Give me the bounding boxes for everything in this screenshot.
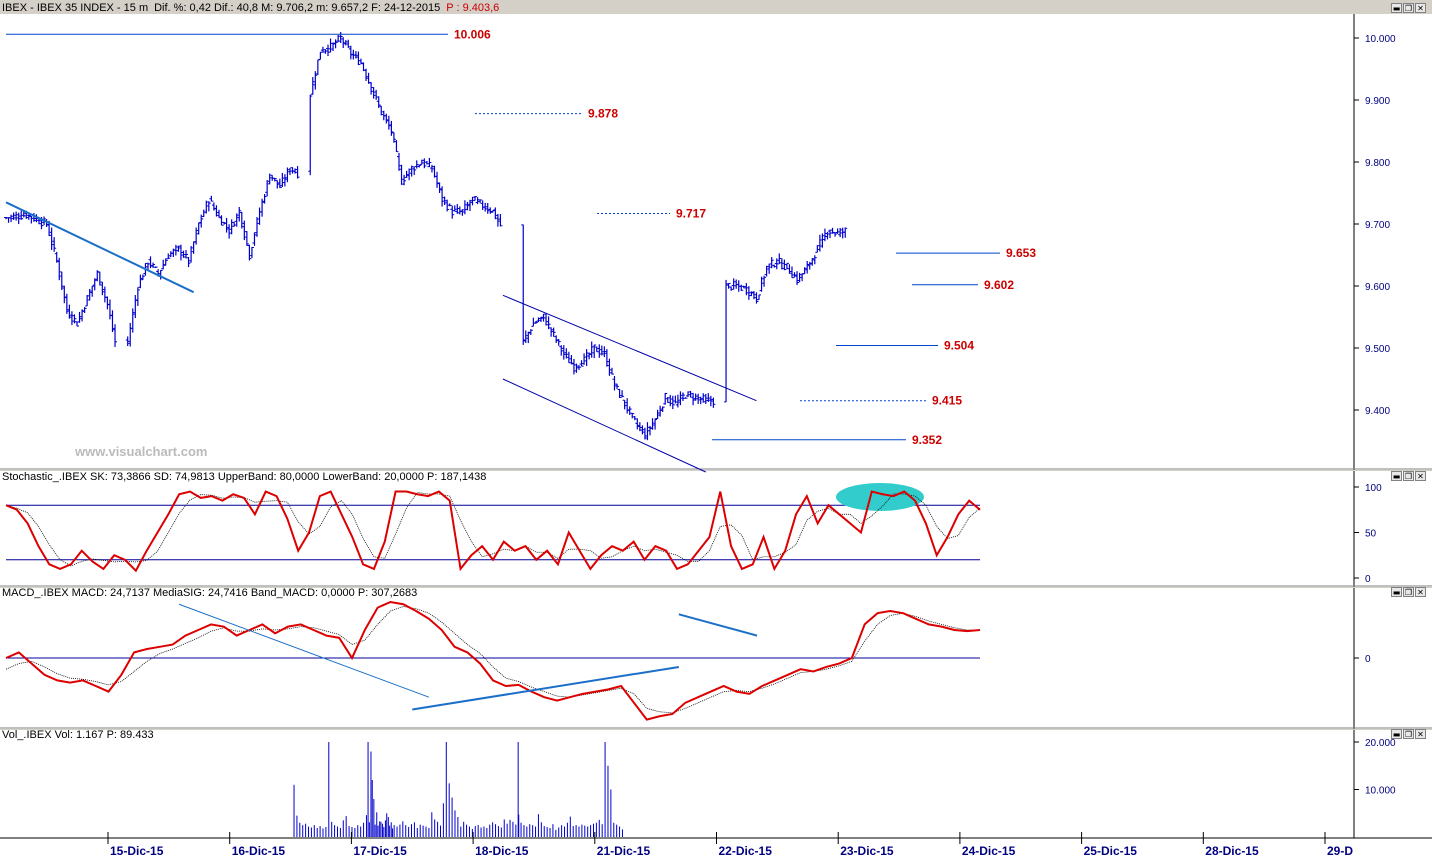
price-header-fields: Dif. %: 0,42 Dif.: 40,8 M: 9.706,2 m: 9.…	[154, 2, 440, 14]
pane-separator-shade-3	[0, 729, 1432, 730]
volume-y-tick-label: 10.000	[1365, 786, 1396, 797]
x-axis-tick-label: 17-Dic-15	[353, 844, 407, 857]
level-label: 9.653	[1006, 246, 1036, 260]
volume-close-button[interactable]: ✕	[1415, 729, 1426, 739]
macd-restore-button[interactable]: ❐	[1403, 587, 1414, 597]
stochastic-signal-line	[5, 492, 981, 567]
level-label: 9.504	[944, 339, 974, 353]
price-y-tick-label: 9.700	[1365, 220, 1390, 231]
x-axis-tick-label: 22-Dic-15	[719, 844, 773, 857]
pane-separator-shade-1	[0, 470, 1432, 471]
level-label: 9.415	[932, 394, 962, 408]
stochastic-y-tick-label: 50	[1365, 529, 1377, 540]
stochastic-highlight	[836, 483, 924, 511]
volume-header: Vol_.IBEX Vol: 1.167 P: 89.433	[2, 729, 154, 741]
macd-trendline	[412, 665, 679, 711]
x-axis-tick-label: 25-Dic-15	[1084, 844, 1138, 857]
macd-signal-line	[5, 606, 980, 714]
price-close-button[interactable]: ✕	[1415, 3, 1426, 13]
x-axis-tick-label: 28-Dic-15	[1205, 844, 1259, 857]
x-axis-tick-label: 23-Dic-15	[840, 844, 894, 857]
price-header-points: P : 9.403,6	[446, 2, 499, 14]
level-label: 9.352	[912, 433, 942, 447]
price-header-symbol: IBEX - IBEX 35 INDEX - 15 m	[2, 2, 148, 14]
x-axis-tick-label: 21-Dic-15	[597, 844, 651, 857]
price-trendline	[5, 201, 195, 294]
level-label: 9.602	[984, 278, 1014, 292]
macd-trendline	[178, 603, 430, 698]
stochastic-restore-button[interactable]: ❐	[1403, 471, 1414, 481]
pane-separator-shade-2	[0, 587, 1432, 588]
level-label: 9.878	[588, 107, 618, 121]
title-bar	[0, 0, 1432, 14]
level-label: 10.006	[454, 27, 491, 41]
stochastic-close-button[interactable]: ✕	[1415, 471, 1426, 481]
price-y-tick-label: 9.500	[1365, 344, 1390, 355]
stochastic-k-line	[5, 490, 981, 573]
macd-y-tick-label: 0	[1365, 654, 1371, 665]
volume-y-tick-label: 20.000	[1365, 738, 1396, 749]
level-label: 9.717	[676, 206, 706, 220]
price-y-tick-label: 9.400	[1365, 406, 1390, 417]
x-axis-tick-label: 16-Dic-15	[232, 844, 286, 857]
stochastic-y-tick-label: 0	[1365, 574, 1371, 585]
macd-header: MACD_.IBEX MACD: 24,7137 MediaSIG: 24,74…	[2, 587, 417, 599]
x-axis-tick-label: 15-Dic-15	[110, 844, 164, 857]
price-y-tick-label: 9.600	[1365, 282, 1390, 293]
volume-restore-button[interactable]: ❐	[1403, 729, 1414, 739]
macd-minimize-button[interactable]: ▬	[1391, 587, 1402, 597]
stochastic-pane: Stochastic_.IBEX SK: 73,3866 SD: 74,9813…	[2, 471, 1382, 585]
price-restore-button[interactable]: ❐	[1403, 3, 1414, 13]
price-pane: IBEX - IBEX 35 INDEX - 15 m Dif. %: 0,42 …	[2, 2, 1396, 473]
x-axis-tick-label: 24-Dic-15	[962, 844, 1016, 857]
price-minimize-button[interactable]: ▬	[1391, 3, 1402, 13]
price-y-tick-label: 9.800	[1365, 158, 1390, 169]
x-axis: 15-Dic-15 16-Dic-15 17-Dic-15 18-Dic-15 21-D…	[107, 832, 1353, 857]
macd-line	[5, 600, 981, 721]
x-axis-tick-label: 29-D	[1327, 844, 1353, 857]
price-y-tick-label: 10.000	[1365, 34, 1396, 45]
stochastic-y-tick-label: 100	[1365, 483, 1382, 494]
macd-pane: MACD_.IBEX MACD: 24,7137 MediaSIG: 24,74…	[2, 587, 1371, 721]
price-header: IBEX - IBEX 35 INDEX - 15 m Dif. %: 0,42 …	[2, 2, 499, 14]
macd-close-button[interactable]: ✕	[1415, 587, 1426, 597]
x-axis-tick-label: 18-Dic-15	[475, 844, 529, 857]
macd-trendline	[678, 613, 758, 637]
volume-pane: Vol_.IBEX Vol: 1.167 P: 89.433 20.000 10.0…	[2, 729, 1396, 837]
pane-frames	[0, 0, 1432, 839]
stochastic-header: Stochastic_.IBEX SK: 73,3866 SD: 74,9813…	[2, 471, 486, 483]
stochastic-minimize-button[interactable]: ▬	[1391, 471, 1402, 481]
price-y-tick-label: 9.900	[1365, 96, 1390, 107]
price-trendline	[502, 378, 706, 473]
volume-minimize-button[interactable]: ▬	[1391, 729, 1402, 739]
price-trendline	[502, 294, 757, 402]
watermark: www.visualchart.com	[74, 444, 207, 459]
